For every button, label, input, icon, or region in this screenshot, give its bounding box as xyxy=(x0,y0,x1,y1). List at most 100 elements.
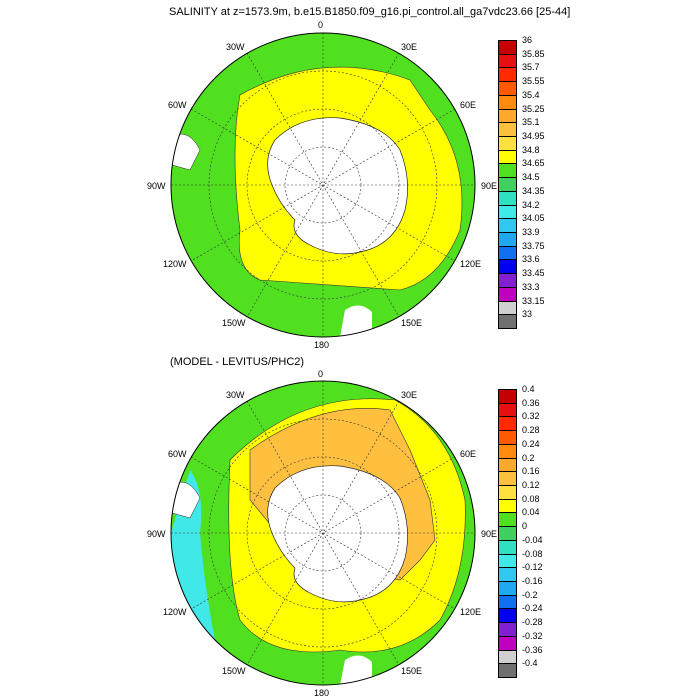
salinity-title: SALINITY at z=1573.9m, b.e15.B1850.f09_g… xyxy=(169,6,571,18)
lon-label-150e: 150E xyxy=(401,666,423,676)
difference-colorbar-tick-label: -0.32 xyxy=(522,630,543,641)
difference-colorbar-cell xyxy=(498,512,517,528)
difference-colorbar-tick-label: -0.36 xyxy=(522,644,543,655)
lon-label-60e: 60E xyxy=(460,100,477,110)
difference-colorbar-tick-label: 0.4 xyxy=(522,384,535,394)
salinity-colorbar-tick-label: 33.3 xyxy=(522,281,540,292)
lon-label-60w: 60W xyxy=(168,449,187,459)
difference-colorbar-tick-label: 0.16 xyxy=(522,466,540,477)
lon-label-150e: 150E xyxy=(401,318,423,328)
difference-colorbar-cell xyxy=(498,663,517,678)
salinity-colorbar-tick-label: 35.85 xyxy=(522,48,545,59)
difference-colorbar-cell xyxy=(498,416,517,432)
difference-colorbar-cell xyxy=(498,608,517,624)
salinity-colorbar-cell xyxy=(498,81,517,96)
difference-colorbar-cell xyxy=(498,649,517,665)
salinity-colorbar-cell xyxy=(498,232,517,247)
salinity-colorbar-cell xyxy=(498,259,517,275)
lon-label-30e: 30E xyxy=(401,42,418,52)
land-patch-africa xyxy=(340,305,372,337)
difference-title: (MODEL - LEVITUS/PHC2) xyxy=(170,356,305,368)
difference-colorbar-cell xyxy=(498,471,517,486)
salinity-colorbar-tick-label: 34.2 xyxy=(522,199,540,210)
difference-colorbar-cell xyxy=(498,622,517,637)
lon-label-90e: 90E xyxy=(481,529,498,539)
salinity-colorbar-tick-label: 33.9 xyxy=(522,227,540,237)
difference-colorbar-cell xyxy=(498,567,517,582)
salinity-colorbar-tick-label: 34.65 xyxy=(522,158,545,169)
salinity-colorbar-tick-label: 34.95 xyxy=(522,131,545,141)
salinity-colorbar-cell xyxy=(498,314,517,329)
salinity-colorbar-cell xyxy=(498,122,517,137)
difference-colorbar-tick-label: 0.12 xyxy=(522,480,540,490)
land-patch-africa-bottom xyxy=(340,655,372,685)
difference-colorbar-tick-label: 0.36 xyxy=(522,397,540,408)
difference-colorbar-cell xyxy=(498,443,517,459)
difference-colorbar-tick-label: -0.4 xyxy=(522,658,538,669)
difference-colorbar-tick-label: 0.28 xyxy=(522,425,540,436)
lon-label-180: 180 xyxy=(314,340,330,350)
salinity-colorbar-tick-label: 35.25 xyxy=(522,103,545,114)
lon-label-90e: 90E xyxy=(481,181,498,191)
lon-label-30e: 30E xyxy=(401,390,418,400)
salinity-colorbar-cell xyxy=(498,108,517,124)
difference-map xyxy=(170,380,476,686)
salinity-colorbar-tick-label: 34.05 xyxy=(522,213,545,224)
salinity-colorbar-tick-label: 34.5 xyxy=(522,172,540,183)
difference-colorbar-cell xyxy=(498,526,517,541)
salinity-colorbar-tick-label: 33.75 xyxy=(522,240,545,251)
lon-label-90w: 90W xyxy=(147,181,166,191)
salinity-colorbar-cell xyxy=(498,273,517,288)
salinity-colorbar-tick-label: 33 xyxy=(522,309,533,320)
lon-label-60w: 60W xyxy=(168,100,187,110)
salinity-colorbar-cell xyxy=(498,149,517,165)
salinity-colorbar-tick-label: 33.6 xyxy=(522,254,540,265)
difference-colorbar-tick-label: -0.08 xyxy=(522,548,543,559)
difference-colorbar-tick-label: 0.32 xyxy=(522,411,540,422)
difference-colorbar-tick-label: -0.16 xyxy=(522,576,543,586)
difference-colorbar-cell xyxy=(498,553,517,569)
salinity-colorbar-cell xyxy=(498,136,517,151)
salinity-colorbar-cell xyxy=(498,94,517,110)
salinity-colorbar-cell xyxy=(498,53,517,69)
salinity-colorbar-cell xyxy=(498,190,517,206)
salinity-colorbar-tick-label: 33.45 xyxy=(522,268,545,279)
difference-colorbar-tick-label: 0 xyxy=(522,521,528,532)
lon-label-90w: 90W xyxy=(147,529,166,539)
lon-label-30w: 30W xyxy=(226,42,245,52)
difference-colorbar-cell xyxy=(498,498,517,514)
salinity-colorbar-cell xyxy=(498,177,517,192)
salinity-colorbar-cell xyxy=(498,218,517,233)
lon-label-150w: 150W xyxy=(222,666,246,676)
salinity-colorbar-tick-label: 36 xyxy=(522,35,533,45)
difference-colorbar-cell xyxy=(498,581,517,596)
salinity-colorbar-tick-label: 35.7 xyxy=(522,62,540,73)
lon-label-0: 0 xyxy=(318,369,324,379)
salinity-colorbar-tick-label: 34.8 xyxy=(522,144,540,155)
salinity-colorbar-tick-label: 35.55 xyxy=(522,76,545,87)
lon-label-180: 180 xyxy=(314,688,330,698)
salinity-colorbar-tick-label: 34.35 xyxy=(522,185,545,196)
salinity-colorbar-cell xyxy=(498,204,517,220)
difference-colorbar-tick-label: 0.2 xyxy=(522,452,535,463)
difference-colorbar-cell xyxy=(498,594,517,610)
salinity-colorbar-cell xyxy=(498,300,517,316)
salinity-colorbar-tick-label: 35.4 xyxy=(522,89,540,100)
difference-colorbar-tick-label: 0.24 xyxy=(522,438,540,449)
lon-label-120w: 120W xyxy=(163,607,187,617)
salinity-colorbar xyxy=(498,40,517,329)
difference-colorbar-cell xyxy=(498,485,517,500)
lon-label-120e: 120E xyxy=(460,607,482,617)
difference-colorbar-tick-label: -0.2 xyxy=(522,589,538,600)
salinity-colorbar-tick-label: 33.15 xyxy=(522,295,545,306)
salinity-colorbar-cell xyxy=(498,163,517,179)
lon-label-60e: 60E xyxy=(460,449,477,459)
difference-colorbar-tick-label: -0.28 xyxy=(522,617,543,628)
difference-colorbar-tick-label: -0.24 xyxy=(522,603,543,614)
difference-colorbar xyxy=(498,389,517,678)
difference-colorbar-tick-label: 0.08 xyxy=(522,493,540,504)
lon-label-120e: 120E xyxy=(460,259,482,269)
difference-colorbar-tick-label: -0.04 xyxy=(522,534,543,545)
difference-colorbar-cell xyxy=(498,402,517,418)
salinity-colorbar-cell xyxy=(498,245,517,261)
